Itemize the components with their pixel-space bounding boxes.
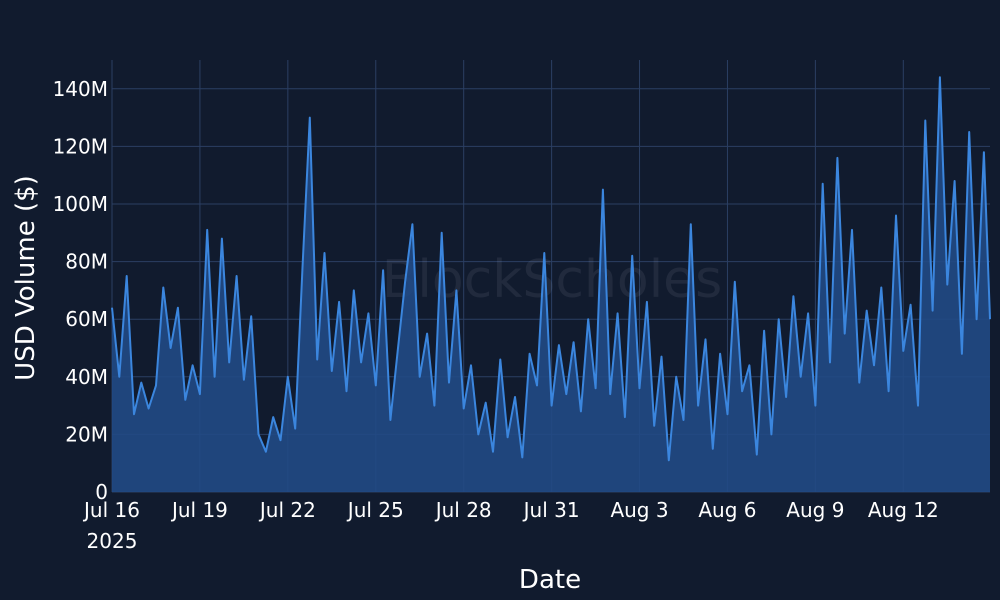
y-tick-label: 0 [95,480,108,504]
y-tick-label: 60M [65,307,108,331]
x-tick-labels: Jul 16 2025 Jul 19 Jul 22 Jul 25 Jul 28 Jul 31… [82,498,939,553]
x-tick-label: Jul 31 [522,498,580,522]
x-tick-label: Jul 25 [346,498,404,522]
watermark: BlockScholes [382,250,723,310]
x-tick-sublabel: 2025 [87,529,138,553]
y-tick-label: 40M [65,365,108,389]
x-tick-label: Aug 6 [698,498,756,522]
y-tick-label: 100M [53,192,108,216]
y-tick-label: 140M [53,77,108,101]
y-axis-title: USD Volume ($) [11,175,41,381]
x-tick-label: Aug 12 [868,498,939,522]
x-tick-label: Jul 16 [82,498,140,522]
y-tick-label: 80M [65,250,108,274]
x-tick-label: Jul 28 [434,498,492,522]
x-tick-label: Jul 22 [258,498,316,522]
x-tick-label: Aug 9 [786,498,844,522]
volume-line [111,76,991,462]
x-tick-label: Aug 3 [610,498,668,522]
y-tick-labels: 0 20M 40M 60M 80M 100M 120M 140M [53,77,108,504]
x-tick-label: Jul 19 [170,498,228,522]
x-axis-title: Date [519,565,581,595]
y-tick-label: 20M [65,422,108,446]
y-tick-label: 120M [53,134,108,158]
volume-area [112,77,990,493]
